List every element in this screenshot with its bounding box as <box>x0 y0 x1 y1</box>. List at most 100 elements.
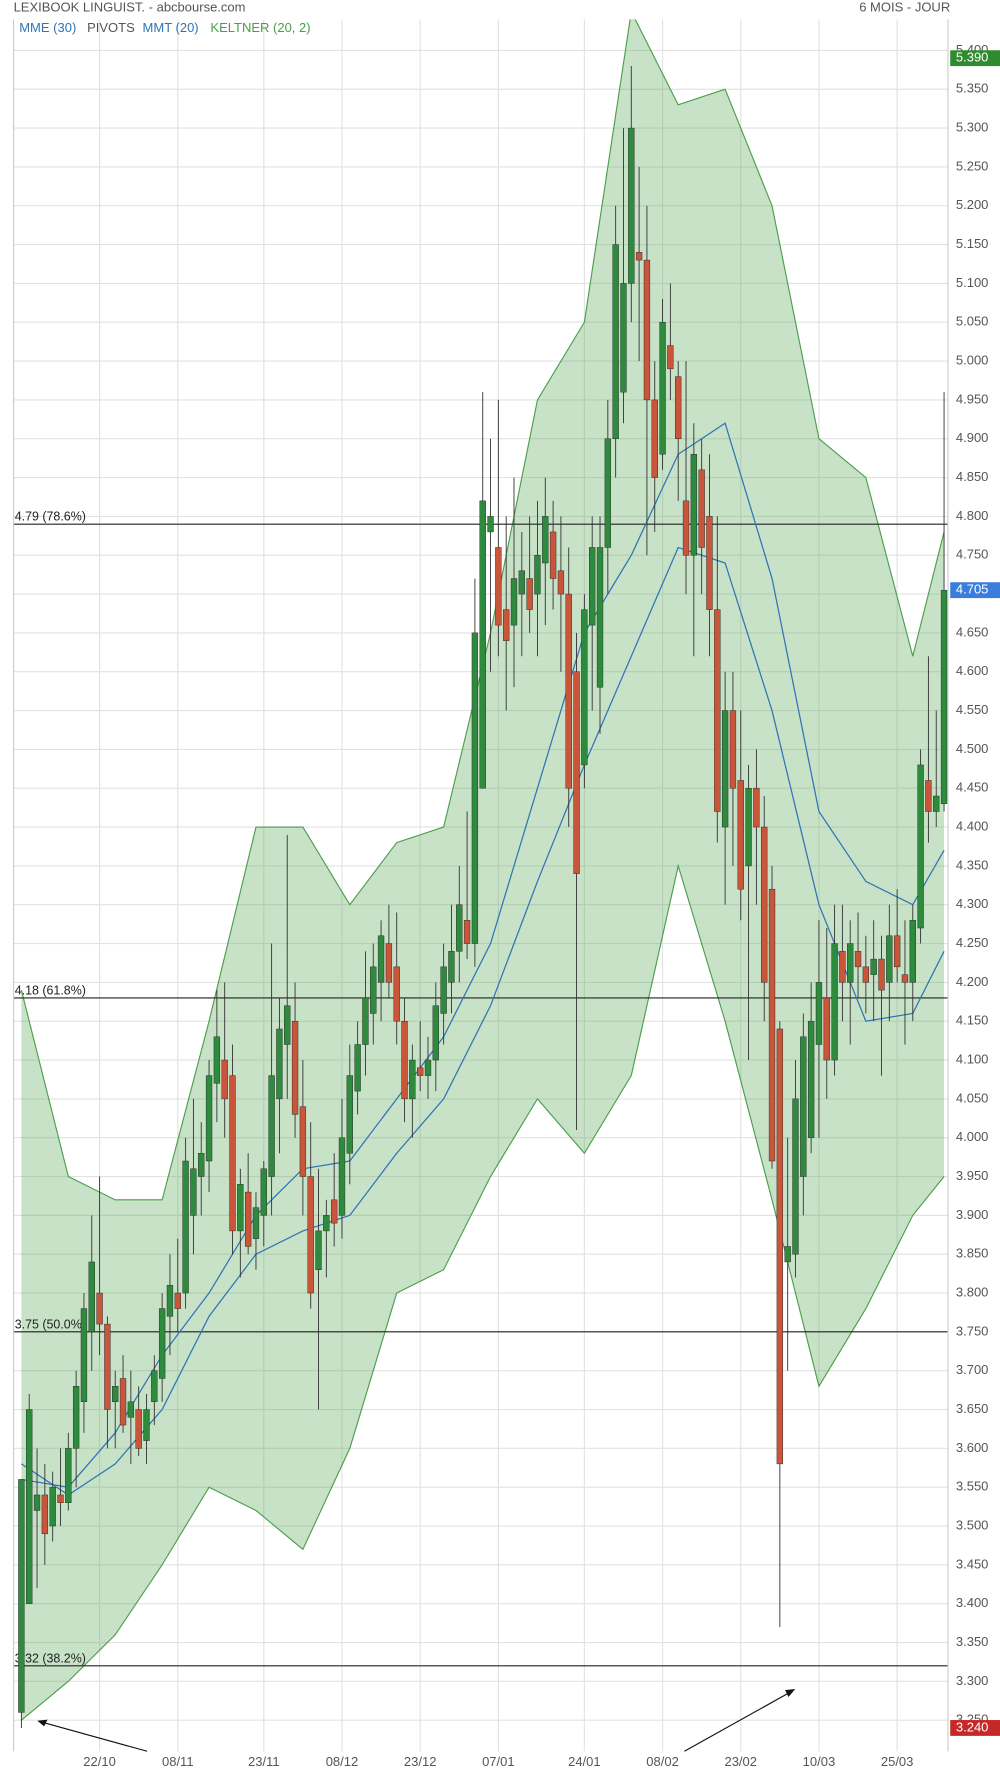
pivot-label: 3.32 (38.2%) <box>15 1651 86 1665</box>
y-tick-label: 5.150 <box>956 236 989 251</box>
candle-body <box>127 1401 135 1418</box>
x-tick-label: 25/03 <box>881 1754 914 1769</box>
chart-title: LEXIBOOK LINGUIST. - abcbourse.com <box>14 0 246 14</box>
candle-body <box>174 1292 181 1309</box>
candle-body <box>166 1285 174 1317</box>
y-tick-label: 3.700 <box>956 1362 989 1377</box>
candle-body <box>401 1020 408 1100</box>
candle-body <box>338 1137 346 1216</box>
legend-item: PIVOTS <box>87 20 135 35</box>
candle-body <box>526 578 533 610</box>
candle-body <box>761 826 768 983</box>
candle-body <box>604 438 611 548</box>
candle-body <box>925 780 932 812</box>
candle-body <box>88 1261 95 1333</box>
x-tick-label: 24/01 <box>568 1754 601 1769</box>
candle-body <box>41 1494 49 1535</box>
y-tick-label: 5.300 <box>956 120 989 135</box>
x-tick-label: 23/02 <box>724 1754 757 1769</box>
y-tick-label: 3.950 <box>956 1168 989 1183</box>
y-tick-label: 3.800 <box>956 1284 989 1299</box>
candle-body <box>518 570 525 595</box>
candle-body <box>237 1184 244 1232</box>
candle-body <box>112 1386 119 1402</box>
y-tick-label: 4.600 <box>956 663 989 678</box>
x-tick-label: 22/10 <box>83 1754 116 1769</box>
y-tick-label: 3.400 <box>956 1595 989 1610</box>
moving-averages <box>21 422 945 1496</box>
x-tick-label: 10/03 <box>803 1754 836 1769</box>
y-tick-label: 4.950 <box>956 391 989 406</box>
axis-badge-label: 3.240 <box>956 1719 989 1734</box>
candle-body <box>620 283 627 393</box>
candle-body <box>229 1075 236 1232</box>
labels: 3.2503.3003.3503.4003.4503.5003.5503.600… <box>83 42 1000 1769</box>
candle-body <box>596 547 604 688</box>
candle-body <box>57 1494 64 1503</box>
candle-body <box>886 935 893 983</box>
candle-body <box>940 589 948 804</box>
x-tick-label: 23/12 <box>404 1754 437 1769</box>
candle-body <box>573 671 580 874</box>
candle-body <box>299 1106 307 1177</box>
axis-badge <box>950 582 1000 599</box>
legend-item: MMT (20) <box>143 20 199 35</box>
candle-body <box>784 1246 791 1263</box>
x-tick-label: 08/02 <box>646 1754 679 1769</box>
arrow <box>40 1721 148 1752</box>
candle-body <box>190 1168 197 1216</box>
candle-body <box>933 795 940 812</box>
candle-body <box>768 888 776 1162</box>
x-tick-label: 08/12 <box>326 1754 359 1769</box>
candle-body <box>815 982 823 1045</box>
y-tick-label: 4.550 <box>956 702 989 717</box>
candle-body <box>878 958 885 991</box>
y-tick-label: 3.350 <box>956 1634 989 1649</box>
candle-body <box>119 1378 127 1426</box>
candle-body <box>487 516 494 533</box>
candle-body <box>252 1207 260 1239</box>
arrow <box>684 1690 793 1752</box>
candle-body <box>893 935 901 968</box>
moving-average <box>21 546 945 1496</box>
y-tick-label: 3.650 <box>956 1401 989 1416</box>
candle-body <box>471 632 479 944</box>
arrow-head <box>785 1689 796 1697</box>
y-tick-label: 4.900 <box>956 430 989 445</box>
axis-badge <box>950 1720 1000 1736</box>
candle-body <box>346 1075 353 1154</box>
candle-body <box>862 966 870 983</box>
candle-body <box>330 1199 338 1224</box>
y-tick-label: 4.450 <box>956 780 989 795</box>
pivot-label: 4.18 (61.8%) <box>15 983 86 997</box>
candle-body <box>393 966 400 1022</box>
candle-body <box>80 1308 88 1402</box>
candle-body <box>182 1160 189 1294</box>
candle-body <box>909 920 916 983</box>
y-tick-label: 5.050 <box>956 314 989 329</box>
x-tick-label: 07/01 <box>482 1754 515 1769</box>
candle-body <box>510 578 518 626</box>
candle-body <box>776 1028 784 1465</box>
candle-body <box>729 710 737 789</box>
candle-body <box>65 1448 72 1503</box>
candle-body <box>792 1098 799 1255</box>
candle-body <box>362 997 369 1045</box>
candle-body <box>135 1409 142 1449</box>
candle-body <box>823 997 830 1061</box>
candle-body <box>721 710 729 828</box>
y-tick-label: 4.150 <box>956 1013 989 1028</box>
candle-body <box>753 787 760 828</box>
candle-body <box>706 516 713 610</box>
candle-body <box>377 935 385 983</box>
candle-body <box>440 966 447 1014</box>
candle-body <box>221 1059 228 1100</box>
moving-average <box>21 422 945 1488</box>
keltner-lower <box>21 863 945 1721</box>
candle-body <box>745 787 752 867</box>
candle-body <box>549 531 557 579</box>
y-tick-label: 3.750 <box>956 1323 989 1338</box>
y-tick-label: 3.450 <box>956 1556 989 1571</box>
